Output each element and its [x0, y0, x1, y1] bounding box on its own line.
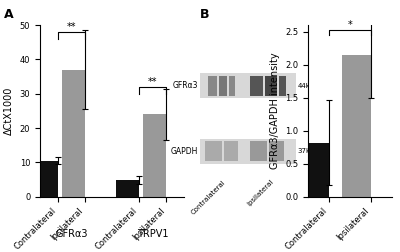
Y-axis label: GFRα3/GAPDH intensity: GFRα3/GAPDH intensity	[270, 53, 280, 169]
Text: GFRα3: GFRα3	[172, 81, 198, 90]
Bar	[116, 180, 139, 197]
Bar	[34, 161, 58, 197]
Text: **: **	[67, 22, 76, 32]
Text: **: **	[148, 77, 157, 87]
Bar	[200, 73, 296, 98]
Bar	[342, 55, 371, 197]
Text: 37kDa: 37kDa	[298, 148, 320, 154]
Bar	[250, 76, 263, 96]
Bar	[208, 76, 217, 96]
Bar	[143, 114, 166, 197]
Bar	[300, 143, 329, 197]
Text: Ipsilateral: Ipsilateral	[246, 179, 275, 207]
Bar	[219, 76, 227, 96]
Bar	[62, 70, 85, 197]
Bar	[250, 141, 267, 161]
Text: B: B	[200, 8, 210, 21]
Text: TRPV1: TRPV1	[137, 229, 168, 239]
Bar	[224, 141, 238, 161]
Text: 44kDa: 44kDa	[298, 83, 320, 89]
Bar	[269, 141, 284, 161]
Text: GAPDH: GAPDH	[171, 147, 198, 156]
Text: GFRα3: GFRα3	[55, 229, 88, 239]
Bar	[279, 76, 286, 96]
Bar	[265, 76, 277, 96]
Bar	[200, 139, 296, 164]
Text: *: *	[348, 20, 352, 30]
Bar	[205, 141, 222, 161]
Text: A: A	[4, 8, 14, 21]
Text: Contralateral: Contralateral	[190, 179, 227, 215]
Y-axis label: ΔCtX1000: ΔCtX1000	[4, 87, 14, 135]
Bar	[229, 76, 234, 96]
